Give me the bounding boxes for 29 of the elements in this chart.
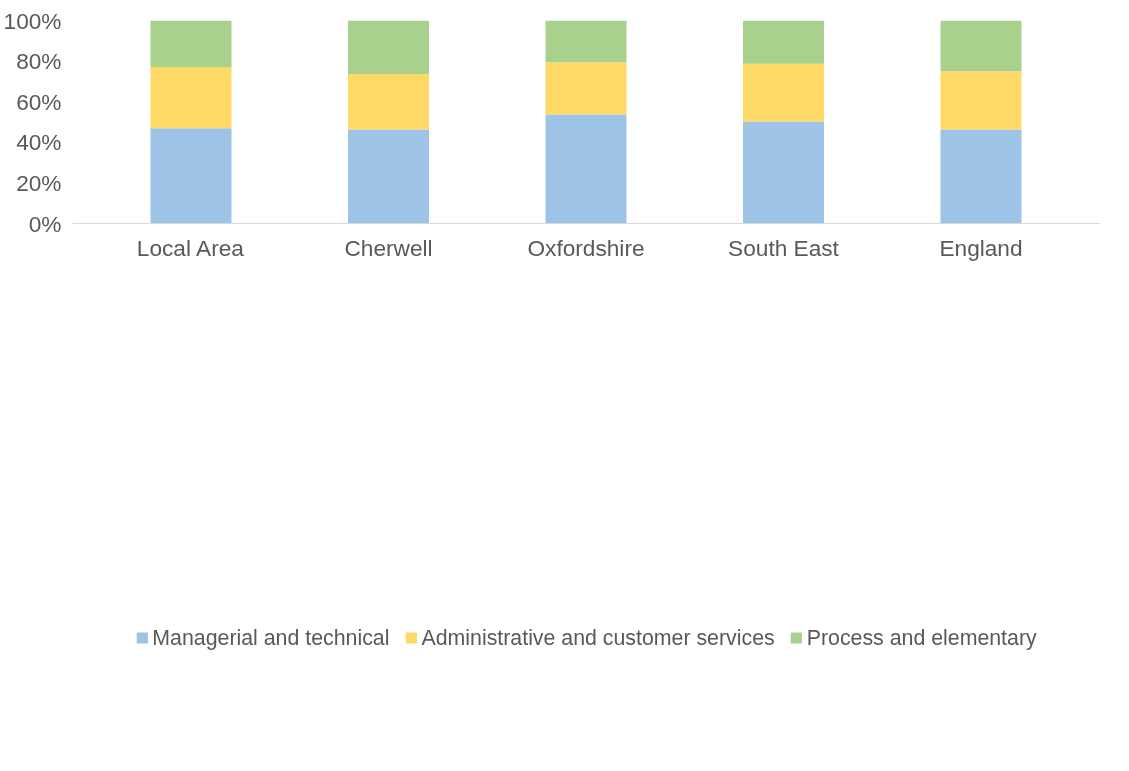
x-tick-label: Local Area	[136, 234, 245, 261]
bar	[150, 128, 232, 224]
y-tick-label: 80%	[16, 48, 62, 75]
y-tick-label: 60%	[16, 88, 62, 115]
y-tick-label: 0%	[28, 210, 62, 237]
x-tick-label: Cherwell	[344, 234, 433, 261]
bar	[348, 20, 429, 75]
x-tick-label: England	[939, 234, 1023, 261]
bar	[940, 20, 1022, 72]
y-tick-label: 100%	[3, 7, 62, 34]
bar	[348, 74, 429, 130]
bar	[150, 66, 232, 129]
bar	[545, 114, 627, 224]
bar	[150, 20, 232, 67]
legend-label: Managerial and technical	[152, 625, 390, 651]
legend-label: Process and elementary	[806, 625, 1037, 651]
bar	[743, 20, 824, 64]
bar	[545, 20, 627, 63]
bar	[743, 121, 824, 224]
bar	[348, 129, 429, 224]
bar	[940, 129, 1022, 224]
bar	[545, 62, 627, 115]
y-tick-label: 20%	[16, 169, 62, 196]
bar	[940, 71, 1022, 130]
bar	[743, 63, 824, 122]
legend-label: Administrative and customer services	[421, 625, 775, 651]
y-tick-label: 40%	[16, 129, 62, 156]
x-tick-label: Oxfordshire	[527, 234, 645, 261]
x-tick-label: South East	[728, 234, 840, 261]
